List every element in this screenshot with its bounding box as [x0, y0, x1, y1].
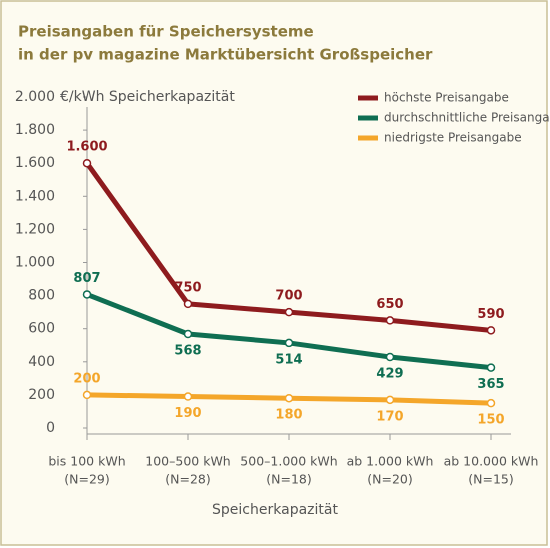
data-point	[183, 329, 193, 339]
y-axis-label: €/kWh Speicherkapazität	[60, 89, 235, 105]
data-label: 807	[73, 271, 100, 286]
data-point	[385, 352, 395, 362]
y-tick-label: 0	[46, 420, 55, 436]
y-tick-label: 1.800	[15, 122, 55, 138]
data-point	[284, 307, 294, 317]
y-tick-label: 400	[28, 354, 55, 370]
x-tick-label: ab 1.000 kWh	[347, 454, 434, 469]
data-point	[385, 316, 395, 325]
x-tick-label: ab 10.000 kWh	[444, 454, 539, 469]
data-label: 750	[174, 280, 201, 295]
x-tick-label: (N=29)	[64, 472, 109, 487]
legend-label: durchschnittliche Preisangabe	[384, 111, 550, 125]
data-point	[183, 299, 193, 309]
data-label: 190	[174, 406, 201, 421]
x-tick-label: (N=15)	[468, 472, 513, 487]
data-label: 700	[275, 289, 302, 304]
data-label: 590	[477, 307, 504, 322]
x-axis-label: Speicherkapazität	[212, 502, 338, 518]
x-tick-label: (N=28)	[165, 472, 210, 487]
data-label: 200	[73, 371, 100, 386]
data-label: 1.600	[66, 140, 107, 155]
y-tick-label: 1.000	[15, 255, 55, 271]
y-tick-label: 200	[28, 387, 55, 403]
data-label: 170	[376, 409, 403, 424]
data-point	[82, 158, 92, 168]
chart-title: Preisangaben für Speichersysteme	[18, 23, 314, 41]
data-label: 365	[477, 377, 504, 392]
data-point	[385, 395, 395, 405]
y-tick-label: 2.000	[15, 89, 55, 105]
x-tick-label: bis 100 kWh	[48, 454, 125, 469]
legend-label: höchste Preisangabe	[384, 91, 509, 105]
data-label: 429	[376, 367, 403, 382]
x-tick-label: 500–1.000 kWh	[240, 454, 337, 469]
data-point	[82, 390, 92, 400]
legend-label: niedrigste Preisangabe	[384, 131, 522, 145]
y-tick-label: 800	[28, 288, 55, 304]
x-tick-label: 100–500 kWh	[145, 454, 230, 469]
data-label: 180	[275, 408, 302, 423]
x-tick-label: (N=18)	[266, 472, 311, 487]
data-label: 650	[376, 297, 403, 312]
chart-subtitle: in der pv magazine Marktübersicht Großsp…	[18, 46, 433, 64]
y-tick-label: 600	[28, 321, 55, 337]
data-point	[284, 393, 294, 403]
data-point	[284, 338, 294, 348]
y-tick-label: 1.600	[15, 155, 55, 171]
data-point	[486, 398, 496, 408]
y-tick-label: 1.400	[15, 188, 55, 204]
data-point	[486, 363, 496, 372]
data-label: 568	[174, 343, 201, 358]
data-point	[183, 392, 193, 401]
data-point	[82, 290, 92, 299]
data-point	[486, 326, 496, 335]
data-label: 514	[275, 352, 302, 367]
x-tick-label: (N=20)	[367, 472, 412, 487]
data-label: 150	[477, 413, 504, 428]
y-tick-label: 1.200	[15, 221, 55, 237]
